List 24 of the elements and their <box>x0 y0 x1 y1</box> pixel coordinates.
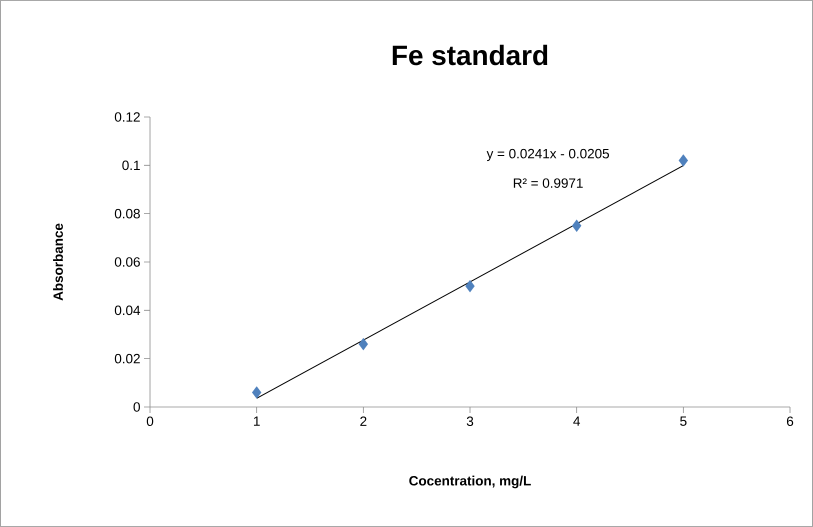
y-tick-label: 0.04 <box>114 306 140 316</box>
point <box>678 154 688 167</box>
x-tick-label: 4 <box>573 416 580 426</box>
x-tick-label: 5 <box>680 416 687 426</box>
x-axis-title: Cocentration, mg/L <box>409 476 531 488</box>
y-tick-label: 0 <box>134 402 140 412</box>
annotation: y = 0.0241x - 0.0205 <box>486 148 610 162</box>
x-tick-label: 6 <box>786 416 794 426</box>
y-tick-label: 0.06 <box>114 257 140 267</box>
y-tick-label: 0.1 <box>122 160 140 170</box>
annotation: R² = 0.9971 <box>514 178 583 188</box>
x-tick-label: 0 <box>146 416 154 426</box>
y-axis-title: Absorbance <box>53 224 63 301</box>
point <box>572 220 582 232</box>
x-tick-label: 2 <box>360 416 366 426</box>
x-tick-label: 1 <box>254 416 260 426</box>
y-tick-label: 0.08 <box>114 208 140 218</box>
point <box>465 280 475 292</box>
y-tick-label: 0.12 <box>114 112 140 122</box>
x-tick-label: 3 <box>466 416 474 426</box>
point <box>358 338 368 350</box>
chart-title: Fe standard <box>392 44 548 66</box>
y-tick-label: 0.02 <box>114 354 140 364</box>
point <box>252 386 262 399</box>
